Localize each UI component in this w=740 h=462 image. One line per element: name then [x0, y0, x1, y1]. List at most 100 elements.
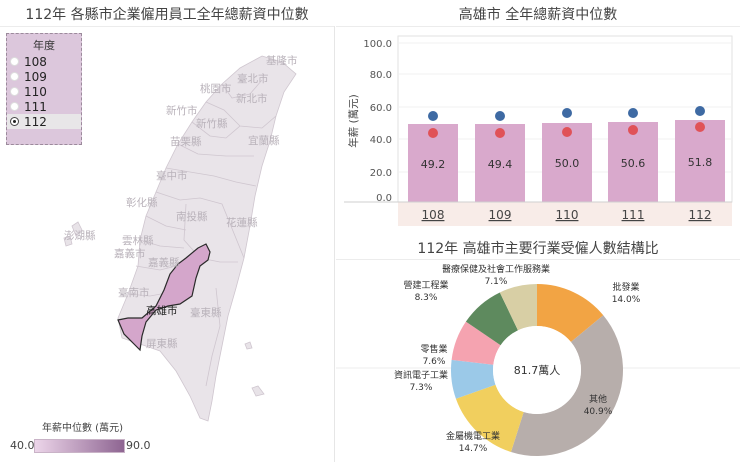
year-option-label: 111 — [24, 99, 47, 114]
svg-text:零售業: 零售業 — [420, 343, 447, 355]
label-new-taipei: 新北市 — [236, 92, 268, 105]
svg-text:金屬機電工業: 金屬機電工業 — [446, 430, 500, 442]
color-legend-gradient — [34, 439, 125, 453]
year-option-111[interactable]: 111 — [7, 99, 81, 114]
radio-icon[interactable] — [10, 102, 19, 111]
donut-slices — [450, 284, 623, 456]
color-legend-max: 90.0 — [126, 439, 151, 452]
bar-111[interactable] — [608, 122, 658, 202]
year-option-112[interactable]: 112 — [7, 114, 81, 129]
label-pingtung: 屏東縣 — [146, 337, 178, 350]
x-tick-112[interactable]: 112 — [689, 208, 712, 222]
radio-icon[interactable] — [10, 57, 19, 66]
label-penghu: 澎湖縣 — [64, 230, 96, 242]
svg-text:8.3%: 8.3% — [415, 293, 438, 303]
label-changhua: 彰化縣 — [126, 196, 158, 209]
slice-construction[interactable] — [465, 292, 518, 346]
x-tick-108[interactable]: 108 — [422, 208, 445, 222]
y-axis-ticks: 100.0 80.0 60.0 40.0 20.0 0.0 — [363, 39, 392, 204]
slice-retail[interactable] — [451, 321, 501, 365]
x-tick-109[interactable]: 109 — [489, 208, 512, 222]
label-taichung: 臺中市 — [156, 169, 188, 182]
y-axis-label: 年薪 (萬元) — [347, 94, 360, 148]
svg-text:14.0%: 14.0% — [612, 295, 641, 305]
year-option-label: 112 — [24, 114, 47, 129]
svg-text:營建工程業: 營建工程業 — [403, 279, 448, 291]
label-nantou: 南投縣 — [176, 210, 208, 223]
x-tick-111[interactable]: 111 — [622, 208, 645, 222]
year-option-109[interactable]: 109 — [7, 69, 81, 84]
slice-health-social[interactable] — [499, 284, 537, 331]
color-legend-min: 40.0 — [10, 439, 35, 452]
year-option-110[interactable]: 110 — [7, 84, 81, 99]
svg-text:7.3%: 7.3% — [410, 383, 433, 393]
radio-icon[interactable] — [10, 72, 19, 81]
svg-text:7.6%: 7.6% — [423, 357, 446, 367]
svg-text:7.1%: 7.1% — [485, 277, 508, 287]
svg-text:49.2: 49.2 — [421, 158, 446, 171]
bar-chart-title: 高雄市 全年總薪資中位數 — [458, 7, 618, 23]
x-tick-110[interactable]: 110 — [556, 208, 579, 222]
svg-text:100.0: 100.0 — [363, 39, 392, 50]
red-markers — [428, 122, 705, 138]
slice-metal-electrical[interactable] — [455, 384, 524, 452]
svg-text:60.0: 60.0 — [370, 103, 392, 114]
label-hsinchu-county: 新竹縣 — [196, 117, 228, 130]
label-tainan: 臺南市 — [118, 286, 150, 299]
x-axis-band — [398, 202, 732, 226]
year-filter-title: 年度 — [33, 39, 55, 52]
slice-labels: 批發業 14.0% 其他 其他 40.9% 金屬機電工業 14.7% 資訊電子工… — [394, 263, 641, 454]
panel-divider — [334, 26, 335, 462]
svg-text:49.4: 49.4 — [488, 158, 513, 171]
donut-center-total: 81.7萬人 — [514, 364, 561, 377]
label-taipei: 臺北市 — [237, 72, 269, 85]
svg-text:批發業: 批發業 — [612, 281, 639, 293]
svg-text:50.0: 50.0 — [555, 157, 580, 170]
bar-value-labels: 49.2 49.4 50.0 50.6 51.8 — [421, 156, 713, 171]
taiwan-map[interactable]: 基隆市 臺北市 桃園市 新北市 新竹市 新竹縣 苗栗縣 宜蘭縣 臺中市 彰化縣 … — [0, 26, 334, 462]
blue-markers — [428, 106, 705, 121]
radio-selected-icon[interactable] — [10, 117, 19, 126]
svg-text:14.7%: 14.7% — [459, 444, 488, 454]
bar-chart: 100.0 80.0 60.0 40.0 20.0 0.0 年薪 (萬元) 49… — [336, 26, 740, 234]
label-chiayi-county: 嘉義縣 — [148, 256, 180, 269]
label-taoyuan: 桃園市 — [200, 82, 232, 95]
svg-text:其他: 其他 — [589, 393, 607, 405]
svg-text:40.0: 40.0 — [370, 135, 392, 146]
label-miaoli: 苗栗縣 — [170, 136, 202, 148]
svg-text:0.0: 0.0 — [376, 193, 392, 204]
pie-chart-title: 112年 高雄市主要行業受僱人數結構比 — [417, 241, 659, 257]
map-region-labels: 基隆市 臺北市 桃園市 新北市 新竹市 新竹縣 苗栗縣 宜蘭縣 臺中市 彰化縣 … — [64, 54, 298, 350]
slice-wholesale[interactable] — [537, 284, 604, 342]
radio-icon[interactable] — [10, 87, 19, 96]
slice-other[interactable] — [510, 315, 623, 456]
svg-text:51.8: 51.8 — [688, 156, 713, 169]
x-axis-ticks: 108 109 110 111 112 — [422, 208, 712, 222]
svg-text:50.6: 50.6 — [621, 157, 646, 170]
label-hsinchu-city: 新竹市 — [166, 104, 198, 117]
pie-top-border — [336, 259, 740, 260]
label-kaohsiung: 高雄市 — [146, 304, 178, 317]
svg-text:40.9%: 40.9% — [584, 407, 613, 417]
year-option-label: 108 — [24, 54, 47, 69]
map-panel-title: 112年 各縣市企業僱用員工全年總薪資中位數 — [25, 7, 309, 23]
year-option-label: 109 — [24, 69, 47, 84]
year-option-108[interactable]: 108 — [7, 54, 81, 69]
label-chiayi-city: 嘉義市 — [114, 247, 146, 260]
bar-top-border — [336, 26, 740, 27]
label-keelung: 基隆市 — [266, 54, 298, 67]
bar-112[interactable] — [675, 120, 725, 202]
label-hualien: 花蓮縣 — [226, 216, 258, 229]
label-yilan: 宜蘭縣 — [248, 134, 280, 147]
svg-text:20.0: 20.0 — [370, 168, 392, 179]
slice-it-electronics[interactable] — [450, 359, 496, 399]
color-legend-title: 年薪中位數 (萬元) — [42, 423, 123, 434]
label-taitung: 臺東縣 — [190, 306, 222, 319]
map-top-border — [0, 26, 334, 27]
svg-text:80.0: 80.0 — [370, 70, 392, 81]
svg-text:資訊電子工業: 資訊電子工業 — [394, 369, 448, 381]
region-kaohsiung[interactable] — [117, 243, 211, 352]
bars — [408, 120, 725, 202]
year-filter: 年度 108 109 110 111 112 — [6, 33, 82, 145]
label-yunlin: 雲林縣 — [122, 234, 154, 247]
